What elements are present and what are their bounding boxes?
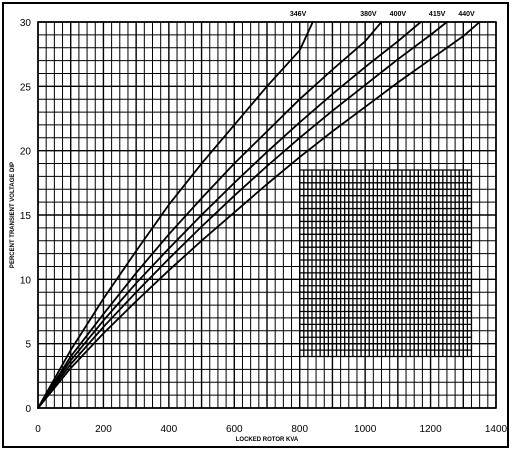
y-axis-title: PERCENT TRANSIENT VOLTAGE DIP [10,162,16,268]
series-label-440v: 440V [458,11,475,18]
y-tick-label: 10 [20,275,32,286]
x-tick-label: 200 [95,424,112,435]
x-tick-label: 1000 [354,424,377,435]
series-label-380v: 380V [360,11,377,18]
y-tick-label: 15 [20,211,32,222]
plot-border [37,21,497,409]
x-tick-label: 400 [161,424,178,435]
x-tick-label: 1200 [419,424,442,435]
series-label-400v: 400V [390,11,407,18]
series-layer [37,21,481,409]
y-tick-label: 5 [25,340,31,351]
y-tick-label: 30 [20,18,32,29]
x-tick-label: 0 [35,424,41,435]
series-line-346v [37,21,314,409]
y-tick-label: 25 [20,82,32,93]
series-label-415v: 415V [429,11,446,18]
labels-layer: 0 200 400 600 800 1000 1200 1400 0 5 10 15 20 25 30 LOC… [10,11,508,443]
series-line-400v [37,21,422,409]
y-tick-label: 0 [25,404,31,415]
x-tick-label: 600 [226,424,243,435]
series-label-346v: 346V [290,11,307,18]
fine-grid-layer [299,169,473,358]
axes-layer [37,21,497,409]
x-axis-title: LOCKED ROTOR KVA [236,437,299,443]
y-tick-label: 20 [20,147,32,158]
x-tick-label: 800 [291,424,308,435]
series-line-415v [37,21,448,409]
series-line-440v [37,21,481,409]
series-line-380v [37,21,383,409]
x-tick-label: 1400 [485,424,508,435]
